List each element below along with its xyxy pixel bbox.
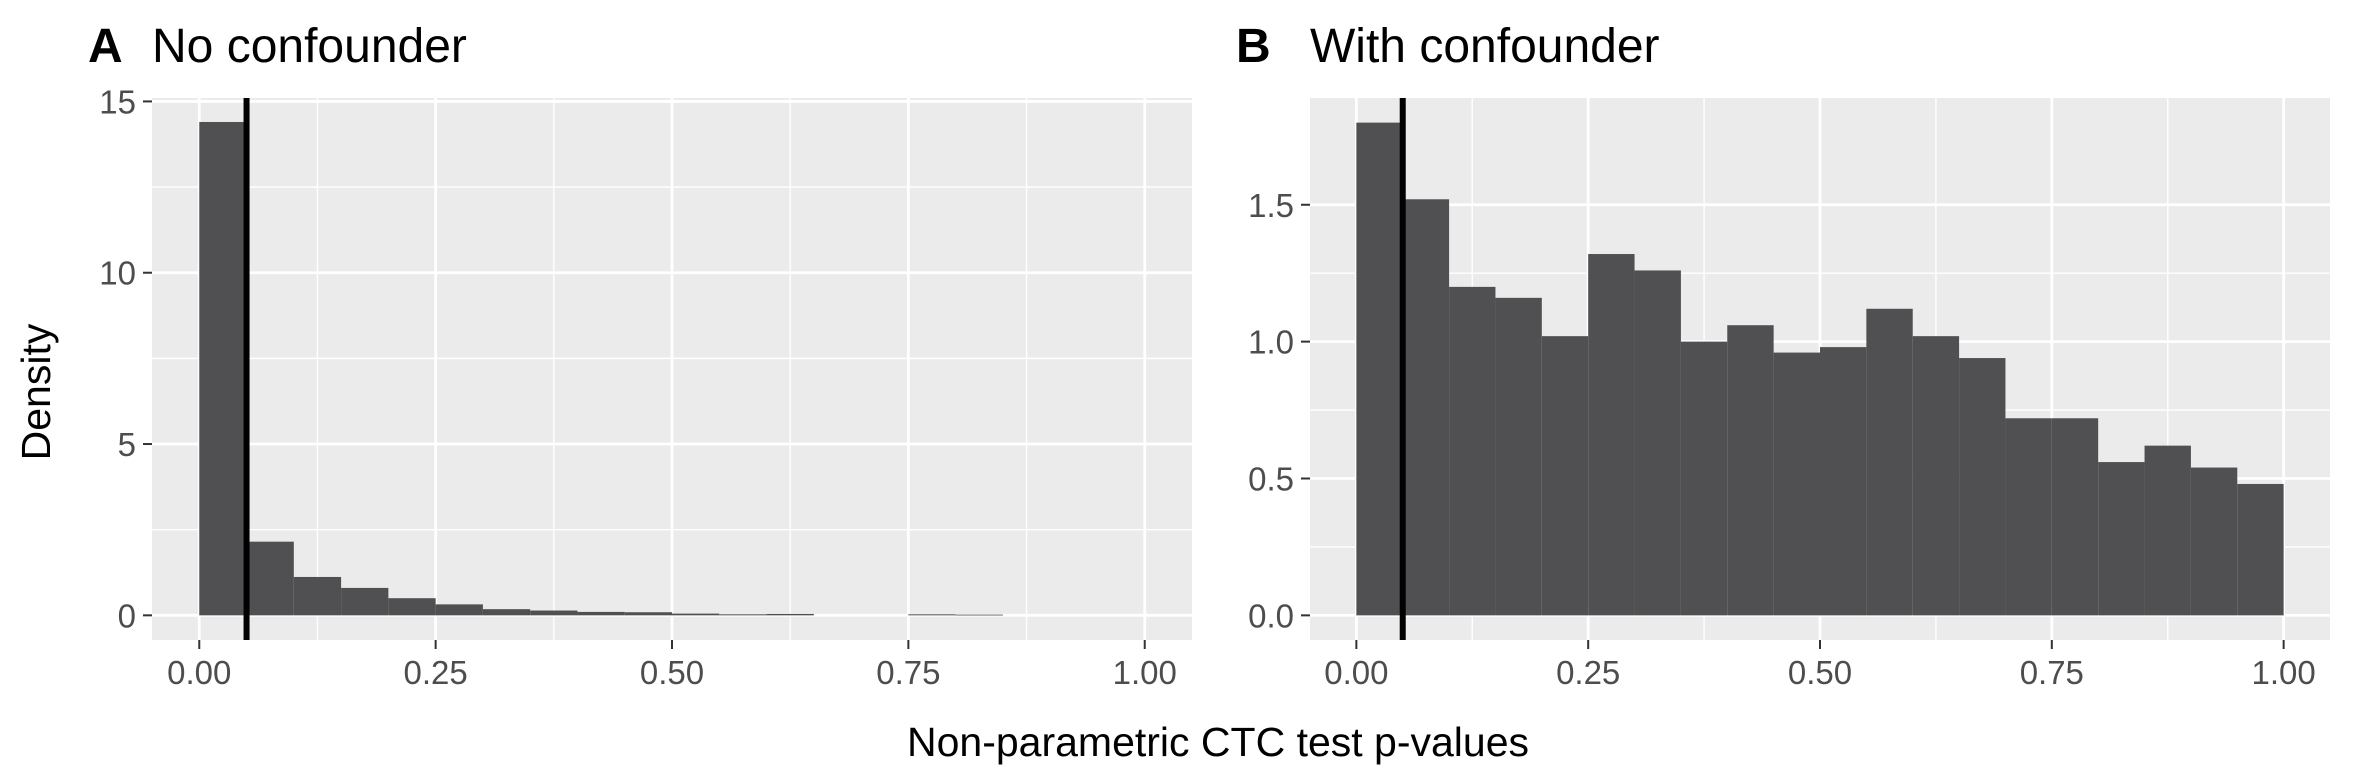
panel-a-bar [388, 598, 436, 616]
panel-a-bar [719, 614, 767, 616]
panel-b-bar [1727, 325, 1774, 616]
panel-b-bar [1959, 358, 2006, 616]
panel-b-bar [2098, 462, 2145, 616]
panel-b-bar [1866, 308, 1913, 616]
panel-a: 0.00 0.25 0.50 0.75 1.00 0 5 10 15 A No confounder [88, 20, 1192, 691]
panel-b-bar [1773, 352, 1820, 616]
panel-a-bar [577, 611, 625, 616]
panel-a-x-tick-label: 0.50 [640, 654, 704, 691]
panel-a-bar [624, 612, 672, 616]
panel-b-bar [1541, 336, 1589, 616]
panel-b-bar [2005, 418, 2052, 616]
panel-a-y-tick-label: 10 [99, 255, 136, 292]
panel-b-bar [1912, 336, 1960, 616]
panel-b-x-tick-label: 0.00 [1324, 654, 1388, 691]
panel-a-bar [199, 121, 247, 616]
panel-b-x-tick-label: 1.00 [2252, 654, 2316, 691]
panel-a-bar [766, 613, 814, 616]
panel-b-y-tick-label: 0.5 [1248, 460, 1294, 497]
panel-b-title: With confounder [1310, 20, 1660, 73]
panel-b-y-tick-label: 1.0 [1248, 324, 1294, 361]
panel-a-x-tick-label: 0.75 [876, 654, 940, 691]
panel-b-tag: B [1236, 20, 1271, 73]
panel-b-bar [2144, 445, 2191, 616]
panel-b-bar [2190, 467, 2238, 616]
panel-a-y-tick-label: 15 [99, 83, 136, 120]
panel-a-y-tick-label: 0 [118, 597, 136, 634]
panel-a-x-tick-label: 0.00 [167, 654, 231, 691]
panel-b-bar [1634, 270, 1681, 616]
panel-b-bar [1820, 347, 1867, 616]
panel-a-bar [672, 613, 720, 616]
panel-b-bar [2051, 418, 2099, 616]
panel-a-x-tick-label: 0.25 [404, 654, 468, 691]
panel-b-x-tick-label: 0.50 [1788, 654, 1852, 691]
panel-b-bar [1680, 341, 1728, 616]
panel-a-bar [482, 609, 531, 616]
panel-b-bar [1495, 297, 1542, 616]
panel-b: 0.00 0.25 0.50 0.75 1.00 0.0 0.5 1.0 1.5 B With co… [1236, 20, 2330, 691]
panel-a-bar [955, 614, 1003, 616]
panel-b-bar [2237, 483, 2284, 616]
panel-a-bar [530, 610, 578, 616]
panel-a-bar [435, 604, 483, 616]
panel-a-tag: A [88, 20, 123, 73]
panel-a-bar [293, 576, 342, 616]
panel-a-title: No confounder [152, 20, 467, 73]
panel-a-y-tick-label: 5 [118, 426, 136, 463]
panel-a-bar [908, 614, 956, 616]
panel-b-y-tick-label: 1.5 [1248, 187, 1294, 224]
panel-b-bar [1356, 122, 1403, 616]
panel-b-bar [1588, 254, 1635, 616]
panel-a-x-tick-label: 1.00 [1113, 654, 1177, 691]
y-axis-title: Density [13, 323, 59, 460]
panel-b-y-tick-label: 0.0 [1248, 597, 1294, 634]
panel-b-bar [1402, 199, 1450, 616]
panel-b-x-tick-label: 0.75 [2020, 654, 2084, 691]
x-axis-title: Non-parametric CTC test p-values [907, 719, 1529, 765]
panel-b-bar [1449, 286, 1496, 616]
panel-b-x-tick-label: 0.25 [1556, 654, 1620, 691]
panel-a-bar [246, 541, 294, 616]
panel-a-bar [341, 587, 389, 616]
